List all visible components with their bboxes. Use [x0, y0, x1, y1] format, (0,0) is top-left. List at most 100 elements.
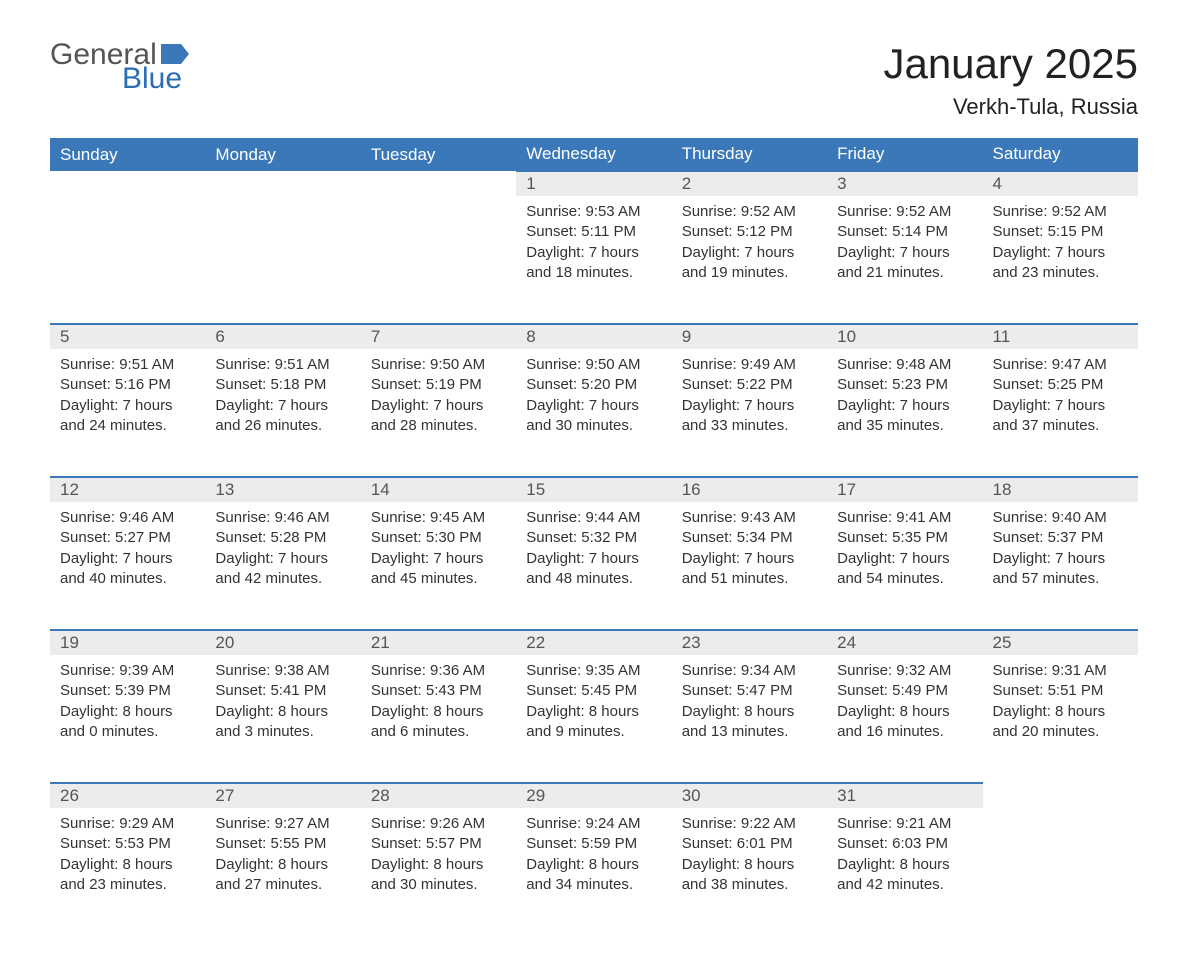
day-content: Sunrise: 9:34 AMSunset: 5:47 PMDaylight:… [672, 655, 827, 756]
day-number-cell: 8 [516, 324, 671, 349]
day1-text: Daylight: 7 hours [837, 549, 972, 569]
day-number-cell [50, 171, 205, 196]
sunset-text: Sunset: 5:55 PM [215, 834, 350, 854]
sunrise-text: Sunrise: 9:52 AM [837, 202, 972, 222]
day-number-cell: 28 [361, 783, 516, 808]
sunrise-text: Sunrise: 9:31 AM [993, 661, 1128, 681]
day-content: Sunrise: 9:52 AMSunset: 5:15 PMDaylight:… [983, 196, 1138, 297]
sunset-text: Sunset: 5:41 PM [215, 681, 350, 701]
day1-text: Daylight: 8 hours [837, 855, 972, 875]
day-content: Sunrise: 9:24 AMSunset: 5:59 PMDaylight:… [516, 808, 671, 909]
day-cell: Sunrise: 9:39 AMSunset: 5:39 PMDaylight:… [50, 655, 205, 783]
sunset-text: Sunset: 5:37 PM [993, 528, 1128, 548]
day-number-cell: 10 [827, 324, 982, 349]
day-header: Tuesday [361, 138, 516, 171]
sunrise-text: Sunrise: 9:35 AM [526, 661, 661, 681]
sunset-text: Sunset: 5:15 PM [993, 222, 1128, 242]
day-cell: Sunrise: 9:35 AMSunset: 5:45 PMDaylight:… [516, 655, 671, 783]
day1-text: Daylight: 7 hours [371, 549, 506, 569]
header: General Blue January 2025 Verkh-Tula, Ru… [50, 40, 1138, 120]
day-content: Sunrise: 9:29 AMSunset: 5:53 PMDaylight:… [50, 808, 205, 909]
day-number-cell: 25 [983, 630, 1138, 655]
location-text: Verkh-Tula, Russia [883, 94, 1138, 120]
day-content: Sunrise: 9:47 AMSunset: 5:25 PMDaylight:… [983, 349, 1138, 450]
day-header-row: Sunday Monday Tuesday Wednesday Thursday… [50, 138, 1138, 171]
day-number-cell: 9 [672, 324, 827, 349]
day-number-cell: 26 [50, 783, 205, 808]
day-number-cell: 12 [50, 477, 205, 502]
day1-text: Daylight: 7 hours [526, 243, 661, 263]
day-cell [50, 196, 205, 324]
sunrise-text: Sunrise: 9:46 AM [60, 508, 195, 528]
day1-text: Daylight: 7 hours [682, 396, 817, 416]
day-cell: Sunrise: 9:38 AMSunset: 5:41 PMDaylight:… [205, 655, 360, 783]
day-cell: Sunrise: 9:26 AMSunset: 5:57 PMDaylight:… [361, 808, 516, 936]
day-cell: Sunrise: 9:46 AMSunset: 5:27 PMDaylight:… [50, 502, 205, 630]
day2-text: and 37 minutes. [993, 416, 1128, 436]
day-number-cell: 30 [672, 783, 827, 808]
day-cell: Sunrise: 9:51 AMSunset: 5:16 PMDaylight:… [50, 349, 205, 477]
day1-text: Daylight: 7 hours [215, 549, 350, 569]
day-number-cell: 21 [361, 630, 516, 655]
day-content: Sunrise: 9:22 AMSunset: 6:01 PMDaylight:… [672, 808, 827, 909]
sunset-text: Sunset: 6:01 PM [682, 834, 817, 854]
day-number-cell: 18 [983, 477, 1138, 502]
sunrise-text: Sunrise: 9:27 AM [215, 814, 350, 834]
day-number-cell [983, 783, 1138, 808]
day2-text: and 23 minutes. [60, 875, 195, 895]
day-number-cell: 4 [983, 171, 1138, 196]
calendar-table: Sunday Monday Tuesday Wednesday Thursday… [50, 138, 1138, 936]
day2-text: and 13 minutes. [682, 722, 817, 742]
sunrise-text: Sunrise: 9:21 AM [837, 814, 972, 834]
day2-text: and 57 minutes. [993, 569, 1128, 589]
day-content: Sunrise: 9:52 AMSunset: 5:14 PMDaylight:… [827, 196, 982, 297]
sunrise-text: Sunrise: 9:32 AM [837, 661, 972, 681]
day-number-cell: 3 [827, 171, 982, 196]
day-content: Sunrise: 9:52 AMSunset: 5:12 PMDaylight:… [672, 196, 827, 297]
day1-text: Daylight: 7 hours [993, 549, 1128, 569]
sunrise-text: Sunrise: 9:51 AM [60, 355, 195, 375]
day-content: Sunrise: 9:41 AMSunset: 5:35 PMDaylight:… [827, 502, 982, 603]
day-content: Sunrise: 9:45 AMSunset: 5:30 PMDaylight:… [361, 502, 516, 603]
day-cell: Sunrise: 9:51 AMSunset: 5:18 PMDaylight:… [205, 349, 360, 477]
day-cell: Sunrise: 9:50 AMSunset: 5:19 PMDaylight:… [361, 349, 516, 477]
sunset-text: Sunset: 5:35 PM [837, 528, 972, 548]
day-number-row: 262728293031 [50, 783, 1138, 808]
sunset-text: Sunset: 5:11 PM [526, 222, 661, 242]
day-content: Sunrise: 9:39 AMSunset: 5:39 PMDaylight:… [50, 655, 205, 756]
day2-text: and 42 minutes. [837, 875, 972, 895]
month-title: January 2025 [883, 40, 1138, 88]
day-cell: Sunrise: 9:46 AMSunset: 5:28 PMDaylight:… [205, 502, 360, 630]
sunrise-text: Sunrise: 9:51 AM [215, 355, 350, 375]
day-cell: Sunrise: 9:31 AMSunset: 5:51 PMDaylight:… [983, 655, 1138, 783]
day1-text: Daylight: 7 hours [682, 243, 817, 263]
sunset-text: Sunset: 5:32 PM [526, 528, 661, 548]
day-number-cell: 1 [516, 171, 671, 196]
day2-text: and 40 minutes. [60, 569, 195, 589]
day2-text: and 3 minutes. [215, 722, 350, 742]
sunset-text: Sunset: 5:20 PM [526, 375, 661, 395]
sunrise-text: Sunrise: 9:41 AM [837, 508, 972, 528]
day2-text: and 20 minutes. [993, 722, 1128, 742]
day-number-cell [205, 171, 360, 196]
sunset-text: Sunset: 5:51 PM [993, 681, 1128, 701]
sunrise-text: Sunrise: 9:40 AM [993, 508, 1128, 528]
sunset-text: Sunset: 5:23 PM [837, 375, 972, 395]
day1-text: Daylight: 8 hours [993, 702, 1128, 722]
day-content: Sunrise: 9:51 AMSunset: 5:18 PMDaylight:… [205, 349, 360, 450]
day-content: Sunrise: 9:49 AMSunset: 5:22 PMDaylight:… [672, 349, 827, 450]
sunrise-text: Sunrise: 9:36 AM [371, 661, 506, 681]
day-content-row: Sunrise: 9:53 AMSunset: 5:11 PMDaylight:… [50, 196, 1138, 324]
day2-text: and 42 minutes. [215, 569, 350, 589]
day-content: Sunrise: 9:38 AMSunset: 5:41 PMDaylight:… [205, 655, 360, 756]
day1-text: Daylight: 8 hours [371, 702, 506, 722]
day2-text: and 54 minutes. [837, 569, 972, 589]
day-content: Sunrise: 9:43 AMSunset: 5:34 PMDaylight:… [672, 502, 827, 603]
day-number-cell: 16 [672, 477, 827, 502]
sunset-text: Sunset: 5:12 PM [682, 222, 817, 242]
day2-text: and 0 minutes. [60, 722, 195, 742]
day-content-row: Sunrise: 9:39 AMSunset: 5:39 PMDaylight:… [50, 655, 1138, 783]
day-number-cell: 31 [827, 783, 982, 808]
day1-text: Daylight: 8 hours [682, 855, 817, 875]
day-number-cell: 14 [361, 477, 516, 502]
